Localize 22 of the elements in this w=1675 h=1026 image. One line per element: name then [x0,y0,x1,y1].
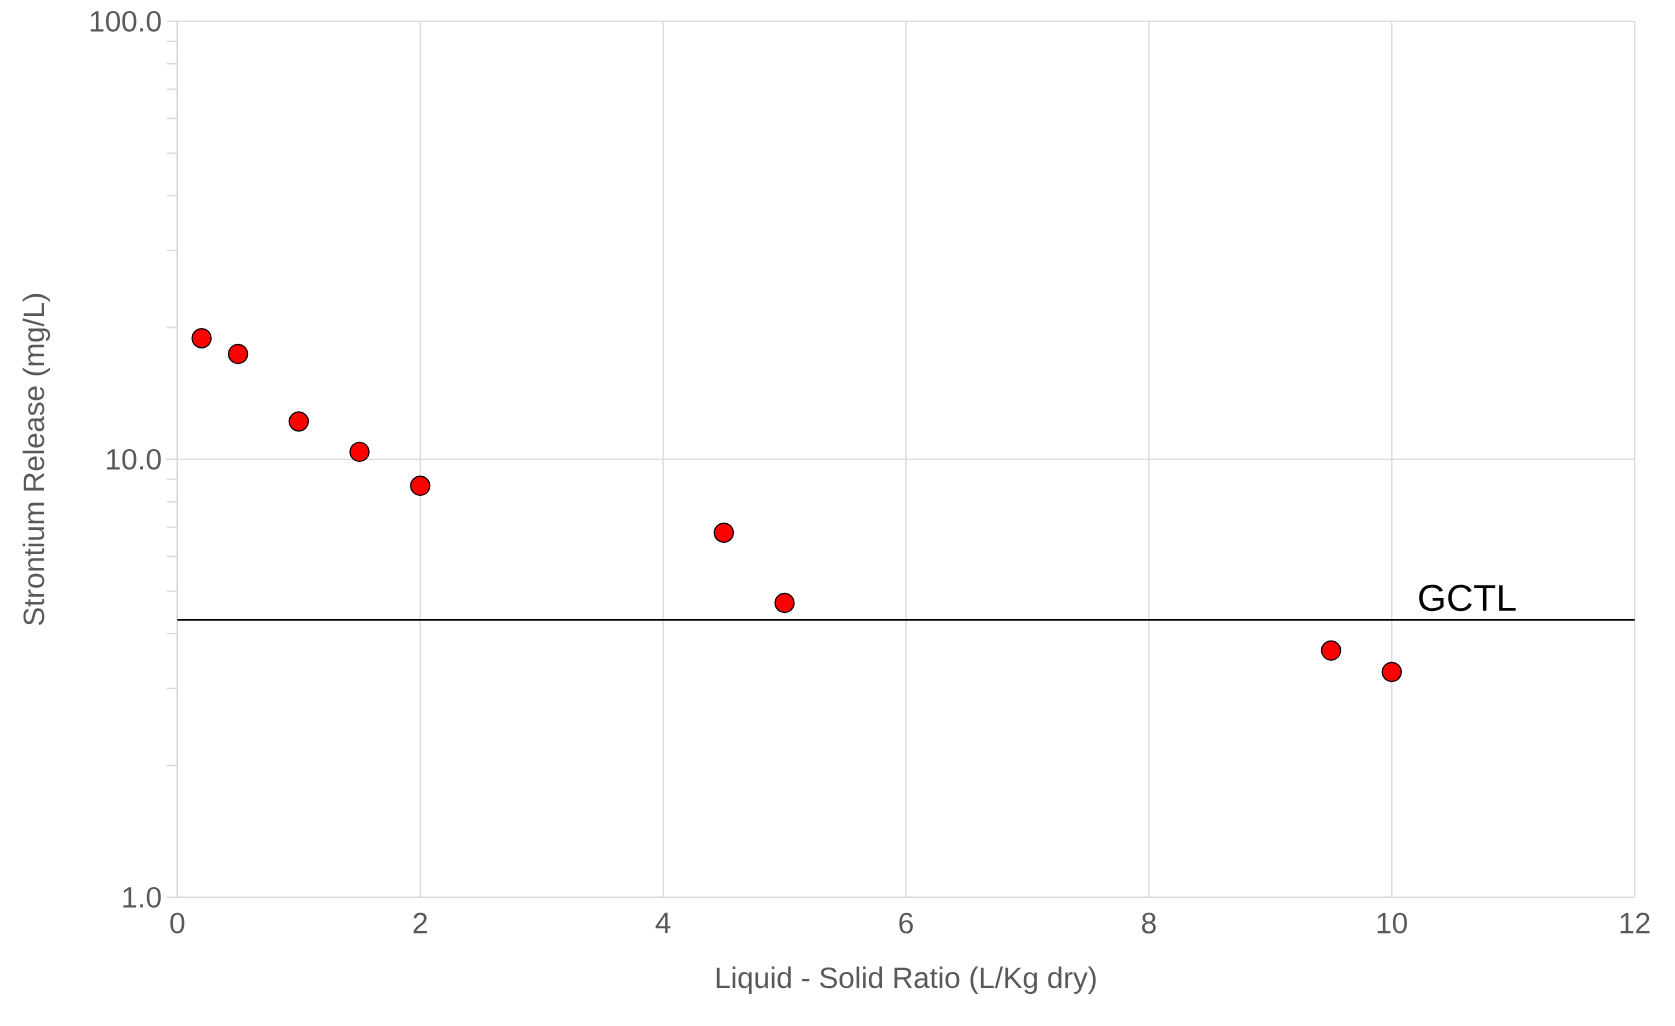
x-tick-label: 6 [899,912,913,934]
point [349,441,370,463]
point [410,475,431,497]
y-axis-title: Strontium Release (mg/L) [22,294,51,626]
point [1381,661,1402,683]
point [774,592,795,614]
x-tick-label: 8 [1142,912,1156,934]
point [1320,640,1342,661]
y-tick-label: 1.0 [123,886,161,908]
x-tick-label: 4 [655,912,671,933]
x-tick-label: 0 [170,912,185,934]
x-tick-label: 2 [413,912,427,934]
point [713,522,735,543]
point [288,411,309,432]
point [227,343,249,365]
x-tick-label: 10 [1377,912,1407,934]
point [191,328,212,349]
x-tick-label: 12 [1620,912,1650,934]
y-tick-label: 100.0 [90,10,161,32]
x-axis-title: Liquid - Solid Ratio (L/Kg dry) [716,966,1096,994]
ref-line-label: GCTL [1419,584,1516,612]
y-tick-label: 10.0 [107,448,161,470]
